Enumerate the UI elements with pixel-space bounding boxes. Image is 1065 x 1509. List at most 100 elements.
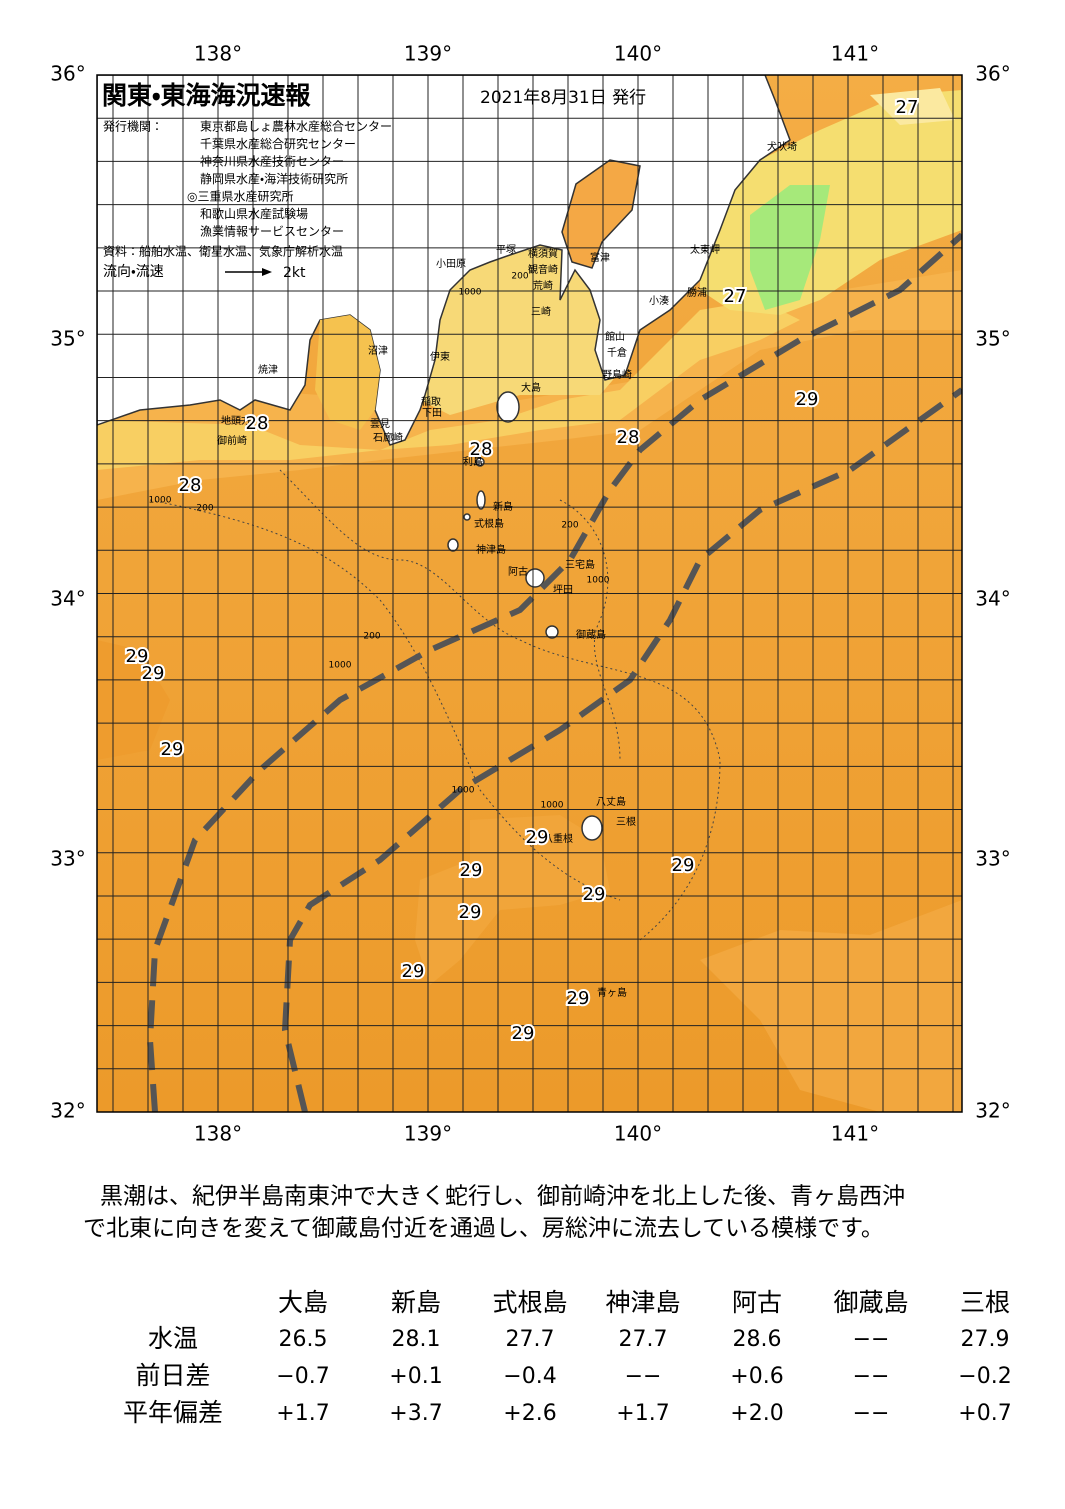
place-name: 大島 <box>521 381 541 394</box>
table-header: 新島 <box>391 1288 441 1317</box>
temperature-label: 29 <box>672 855 695 876</box>
place-name: 御蔵島 <box>576 628 606 641</box>
table-header: 神津島 <box>605 1288 680 1317</box>
table-row-label: 平年偏差 <box>123 1398 223 1427</box>
place-name: 伊東 <box>430 350 450 363</box>
place-name: 稲取 <box>421 396 441 408</box>
table-cell: 27.7 <box>506 1327 555 1352</box>
place-name: 三根 <box>616 815 636 828</box>
temperature-label: 29 <box>512 1023 535 1044</box>
place-name: 八丈島 <box>596 795 626 808</box>
table-header: 式根島 <box>492 1288 567 1317</box>
lon-label: 140° <box>614 1122 662 1146</box>
issuer: ◎三重県水産研究所 <box>187 190 293 204</box>
place-name: 地頭方 <box>221 414 251 427</box>
table-cell: 27.9 <box>961 1327 1010 1352</box>
lon-label: 141° <box>831 42 879 66</box>
table-header: 阿古 <box>732 1288 782 1317</box>
table-cell: 28.1 <box>392 1327 441 1352</box>
temperature-label: 29 <box>459 902 482 923</box>
table-cell: +0.6 <box>730 1364 783 1389</box>
title: 関東・東海海況速報 <box>102 81 312 110</box>
lat-label: 32° <box>50 1099 85 1123</box>
place-name: 平塚 <box>496 244 516 256</box>
islands <box>447 391 603 1004</box>
place-name: 下田 <box>422 408 442 419</box>
table-header: 御蔵島 <box>833 1288 908 1317</box>
place-name: 三崎 <box>531 305 551 318</box>
description-line: で北東に向きを変えて御蔵島付近を通過し、房総沖に流去している模様です。 <box>83 1216 884 1242</box>
temperature-label: 27 <box>724 286 747 307</box>
place-name: 勝浦 <box>687 286 707 299</box>
issuer: 静岡県水産・海洋技術研究所 <box>200 171 348 186</box>
lat-label: 35° <box>50 327 85 351</box>
issue-date: 2021年8月31日 発行 <box>480 88 646 108</box>
kuroshio-axis <box>146 232 962 1112</box>
lat-label: 36° <box>975 62 1010 86</box>
warm-patch <box>700 900 962 1112</box>
lat-label: 33° <box>50 847 85 871</box>
place-name: 富津 <box>590 251 610 264</box>
table-cell: +0.7 <box>958 1401 1011 1426</box>
isobath-label: 200 <box>561 521 578 531</box>
isobath-label: 200 <box>196 504 213 514</box>
place-name: 太東岬 <box>690 243 720 256</box>
isobath-label: 1000 <box>587 576 610 586</box>
table-cell: 27.7 <box>619 1327 668 1352</box>
place-name: 犬吠埼 <box>767 140 797 153</box>
table-header: 三根 <box>960 1288 1010 1317</box>
isobath-label: 200 <box>511 272 528 282</box>
table-row-label: 前日差 <box>135 1361 210 1390</box>
place-name: 八重根 <box>543 832 573 845</box>
place-name: 三宅島 <box>565 558 595 571</box>
place-name: 雲見 <box>370 418 390 430</box>
place-name: 横須賀 <box>528 247 558 260</box>
place-name: 観音崎 <box>528 263 558 276</box>
legend-label: 流向・流速 <box>103 264 164 280</box>
isobath-lines <box>149 469 721 941</box>
temperature-label: 29 <box>526 827 549 848</box>
issuer: 東京都島しょ農林水産総合センター <box>200 119 392 134</box>
isobath-label: 200 <box>363 632 380 642</box>
place-name: 青ヶ島 <box>597 986 627 999</box>
place-name: 館山 <box>605 330 625 343</box>
table-cell: 28.6 <box>733 1327 782 1352</box>
lat-label: 34° <box>975 587 1010 611</box>
tokyo-bay <box>561 159 641 269</box>
isobath-label: 1000 <box>459 288 482 298</box>
issuer: 千葉県水産総合研究センター <box>200 136 356 151</box>
isobath-label: 1000 <box>541 801 564 811</box>
table-header: 大島 <box>278 1288 328 1317</box>
table-cell: −− <box>853 1327 890 1352</box>
table-cell: −0.4 <box>503 1364 556 1389</box>
place-name: 沼津 <box>368 344 388 357</box>
table-cell: −− <box>853 1401 890 1426</box>
legend-speed: 2kt <box>283 265 306 281</box>
temperature-label: 29 <box>142 663 165 684</box>
place-name: 小湊 <box>649 294 669 307</box>
lat-label: 34° <box>50 587 85 611</box>
map-area <box>97 75 962 1112</box>
table-cell: +1.7 <box>616 1401 669 1426</box>
source: 資料：船舶水温、衛星水温、気象庁解析水温 <box>103 244 343 259</box>
table-cell: −0.2 <box>958 1364 1011 1389</box>
table-row-label: 水温 <box>148 1324 198 1353</box>
issuer: 神奈川県水産技術センター <box>200 154 344 169</box>
lon-label: 141° <box>831 1122 879 1146</box>
grid <box>97 75 962 1112</box>
table-cell: +2.6 <box>503 1401 556 1426</box>
table-cell: +3.7 <box>389 1401 442 1426</box>
suruga-bay <box>315 315 380 430</box>
lon-label: 140° <box>614 42 662 66</box>
lon-label: 138° <box>194 42 242 66</box>
warm-patch <box>415 815 610 985</box>
place-name: 坪田 <box>553 583 573 596</box>
place-name: 荒崎 <box>533 279 553 292</box>
place-name: 新島 <box>493 500 513 513</box>
temperature-label: 29 <box>402 961 425 982</box>
place-name: 利島 <box>463 455 483 468</box>
temperature-label: 27 <box>896 97 919 118</box>
table-cell: 26.5 <box>279 1327 328 1352</box>
